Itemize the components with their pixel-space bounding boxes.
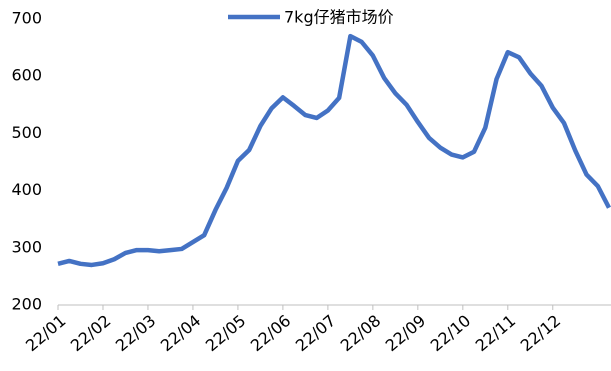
x-tick-label: 22/02: [67, 311, 115, 355]
y-tick-label: 200: [11, 295, 42, 314]
x-tick-label: 22/10: [427, 311, 475, 355]
x-tick-label: 22/04: [157, 311, 205, 355]
y-tick-label: 600: [11, 66, 42, 85]
x-tick-label: 22/12: [517, 311, 565, 355]
x-tick-label: 22/06: [247, 311, 295, 355]
y-tick-label: 700: [11, 9, 42, 28]
x-tick-label: 22/03: [112, 311, 160, 355]
y-tick-label: 500: [11, 123, 42, 142]
x-tick-label: 22/08: [337, 311, 385, 355]
y-tick-label: 400: [11, 180, 42, 199]
x-tick-label: 22/05: [202, 311, 250, 355]
x-tick-label: 22/07: [292, 311, 340, 355]
y-tick-label: 300: [11, 237, 42, 256]
legend-label: 7kg仔猪市场价: [284, 8, 394, 27]
x-tick-label: 22/01: [22, 311, 70, 355]
x-tick-label: 22/11: [472, 311, 520, 355]
data-line: [57, 33, 611, 268]
x-tick-label: 22/09: [382, 311, 430, 355]
